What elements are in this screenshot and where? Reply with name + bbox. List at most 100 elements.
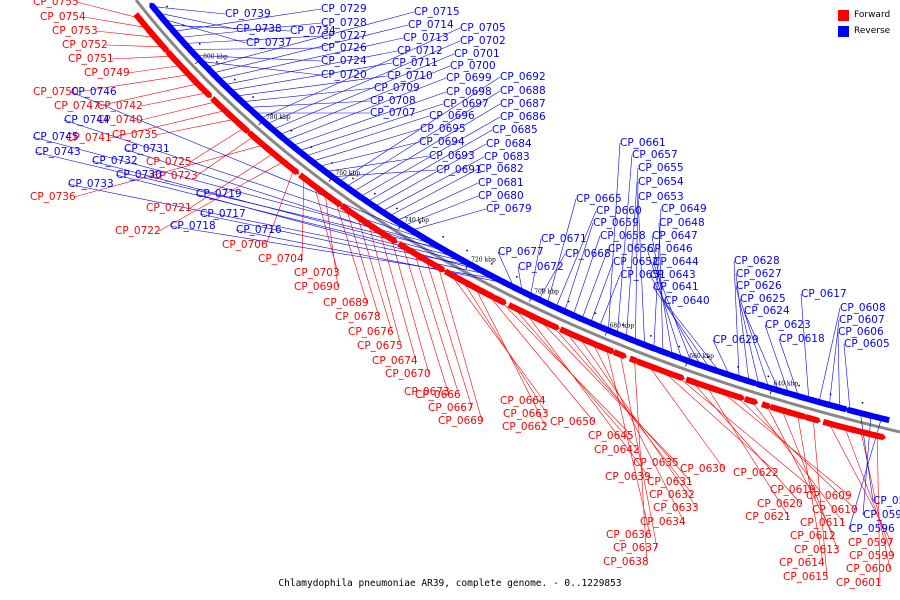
- gene-label[interactable]: CP_0596: [849, 523, 895, 535]
- gene-label[interactable]: CP_0662: [502, 421, 548, 433]
- gene-label[interactable]: CP_0753: [52, 25, 98, 37]
- gene-label[interactable]: CP_0733: [68, 178, 114, 190]
- gene-label[interactable]: CP_0744: [64, 114, 110, 126]
- gene-label[interactable]: CP_0692: [500, 71, 546, 83]
- gene-label[interactable]: CP_0735: [112, 129, 158, 141]
- gene-feature[interactable]: [781, 389, 798, 399]
- gene-feature[interactable]: [656, 347, 671, 358]
- gene-label[interactable]: CP_0656: [608, 243, 654, 255]
- gene-label[interactable]: CP_0607: [839, 314, 885, 326]
- gene-label[interactable]: CP_0708: [370, 95, 416, 107]
- gene-label[interactable]: CP_0693: [429, 150, 475, 162]
- gene-label[interactable]: CP_0630: [680, 463, 726, 475]
- gene-feature[interactable]: [726, 390, 745, 401]
- gene-label[interactable]: CP_0611: [800, 517, 846, 529]
- gene-feature[interactable]: [787, 409, 808, 420]
- gene-label[interactable]: CP_0600: [846, 563, 892, 575]
- gene-label[interactable]: CP_0674: [372, 355, 418, 367]
- gene-label[interactable]: CP_0698: [446, 86, 492, 98]
- gene-label[interactable]: CP_0681: [478, 177, 524, 189]
- gene-label[interactable]: CP_0725: [146, 156, 192, 168]
- gene-label[interactable]: CP_0671: [541, 233, 587, 245]
- gene-label[interactable]: CP_0707: [370, 107, 416, 119]
- gene-label[interactable]: CP_0682: [478, 163, 524, 175]
- gene-label[interactable]: CP_0614: [779, 557, 825, 569]
- gene-feature[interactable]: [225, 110, 242, 127]
- gene-label[interactable]: CP_0746: [71, 86, 117, 98]
- gene-label[interactable]: CP_0621: [745, 511, 791, 523]
- gene-label[interactable]: CP_0706: [222, 239, 268, 251]
- gene-label[interactable]: CP_0673: [404, 386, 450, 398]
- gene-label[interactable]: CP_0724: [321, 55, 367, 67]
- gene-label[interactable]: CP_0597: [848, 537, 894, 549]
- gene-feature[interactable]: [849, 426, 872, 437]
- gene-label[interactable]: CP_0632: [649, 489, 695, 501]
- gene-feature[interactable]: [155, 38, 169, 53]
- gene-feature[interactable]: [652, 364, 673, 377]
- gene-label[interactable]: CP_0754: [40, 11, 86, 23]
- gene-label[interactable]: CP_0689: [323, 297, 369, 309]
- gene-label[interactable]: CP_0605: [844, 338, 890, 350]
- gene-label[interactable]: CP_0678: [335, 311, 381, 323]
- gene-label[interactable]: CP_0658: [600, 230, 646, 242]
- gene-feature[interactable]: [867, 430, 886, 441]
- gene-label[interactable]: CP_0722: [115, 225, 161, 237]
- gene-label[interactable]: CP_0669: [438, 415, 484, 427]
- gene-label[interactable]: CP_0703: [294, 267, 340, 279]
- gene-label[interactable]: CP_0653: [638, 191, 684, 203]
- gene-label[interactable]: CP_0716: [236, 224, 282, 236]
- gene-label[interactable]: CP_0657: [632, 149, 678, 161]
- gene-label[interactable]: CP_0687: [500, 98, 546, 110]
- gene-label[interactable]: CP_0609: [806, 490, 852, 502]
- gene-label[interactable]: CP_0679: [486, 203, 532, 215]
- gene-label[interactable]: CP_0664: [500, 395, 546, 407]
- gene-feature[interactable]: [478, 287, 496, 300]
- gene-label[interactable]: CP_0684: [486, 138, 532, 150]
- gene-label[interactable]: CP_0668: [565, 248, 611, 260]
- gene-label[interactable]: CP_0627: [736, 268, 782, 280]
- gene-label[interactable]: CP_0646: [647, 243, 693, 255]
- gene-label[interactable]: CP_0660: [596, 205, 642, 217]
- gene-label[interactable]: CP_0631: [647, 476, 693, 488]
- gene-feature[interactable]: [416, 252, 436, 267]
- gene-label[interactable]: CP_0676: [348, 326, 394, 338]
- gene-label[interactable]: CP_0622: [733, 467, 779, 479]
- gene-feature[interactable]: [327, 194, 343, 207]
- gene-feature[interactable]: [628, 355, 640, 364]
- gene-feature[interactable]: [710, 385, 732, 397]
- gene-label[interactable]: CP_0665: [576, 193, 622, 205]
- gene-label[interactable]: CP_0637: [613, 542, 659, 554]
- gene-label[interactable]: CP_0704: [258, 253, 304, 265]
- gene-label[interactable]: CP_0729: [321, 3, 367, 15]
- gene-feature[interactable]: [189, 75, 205, 91]
- gene-label[interactable]: CP_0745: [33, 131, 79, 143]
- gene-feature[interactable]: [499, 278, 514, 289]
- gene-label[interactable]: CP_0750: [33, 86, 79, 98]
- gene-label[interactable]: CP_0601: [836, 577, 882, 589]
- gene-label[interactable]: CP_0615: [783, 571, 829, 583]
- gene-label[interactable]: CP_0655: [638, 162, 684, 174]
- gene-label[interactable]: CP_0690: [294, 281, 340, 293]
- gene-feature[interactable]: [693, 360, 710, 371]
- gene-label[interactable]: CP_0649: [661, 203, 707, 215]
- gene-label[interactable]: CP_0685: [492, 124, 538, 136]
- gene-label[interactable]: CP_0705: [460, 22, 506, 34]
- gene-label[interactable]: CP_0608: [840, 302, 886, 314]
- gene-label[interactable]: CP_0747: [54, 100, 100, 112]
- gene-label[interactable]: CP_0726: [321, 42, 367, 54]
- gene-label[interactable]: CP_0617: [801, 288, 847, 300]
- gene-label[interactable]: CP_0659: [593, 217, 639, 229]
- gene-feature[interactable]: [804, 414, 821, 424]
- gene-label[interactable]: CP_0688: [500, 85, 546, 97]
- gene-feature[interactable]: [761, 401, 772, 410]
- gene-feature[interactable]: [315, 185, 333, 201]
- gene-label[interactable]: CP_0652: [613, 256, 659, 268]
- gene-feature[interactable]: [743, 396, 759, 405]
- gene-label[interactable]: CP_0661: [620, 137, 666, 149]
- gene-label[interactable]: CP_0636: [606, 529, 652, 541]
- gene-label[interactable]: CP_0633: [653, 502, 699, 514]
- gene-label[interactable]: CP_0647: [652, 230, 698, 242]
- gene-feature[interactable]: [236, 120, 250, 134]
- gene-feature[interactable]: [873, 414, 890, 424]
- gene-label[interactable]: CP_0599: [849, 550, 895, 562]
